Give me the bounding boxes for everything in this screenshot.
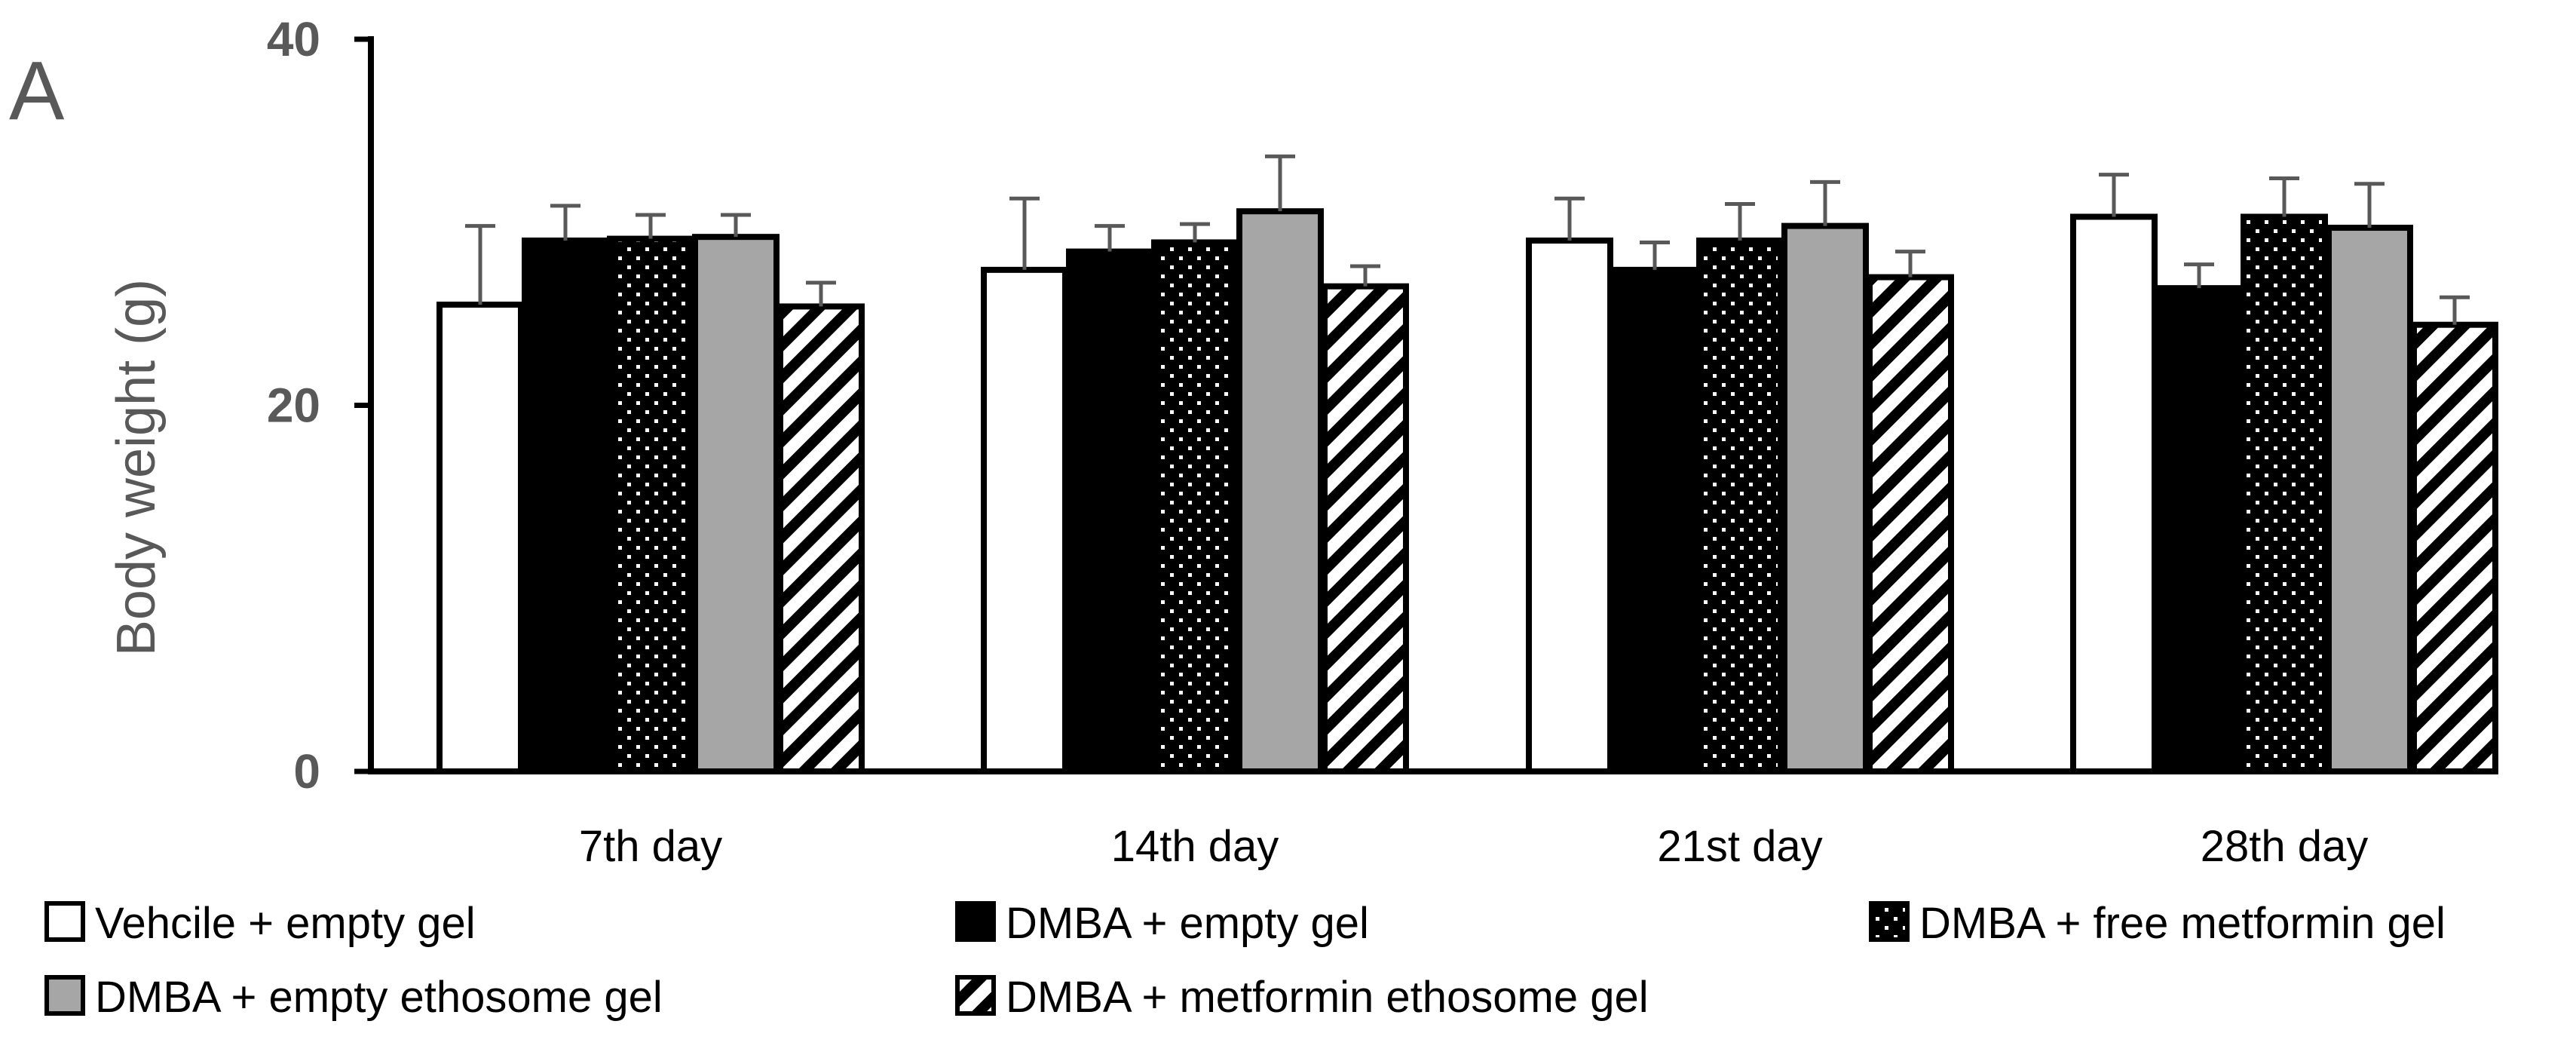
legend-label: DMBA + metformin ethosome gel: [1006, 973, 1649, 1022]
bar: [1611, 266, 1698, 774]
bar: [1781, 222, 1869, 775]
x-tick-label: 7th day: [579, 822, 722, 871]
bar: [2155, 285, 2243, 774]
bar: [1526, 238, 1613, 774]
legend-swatch: [1869, 901, 1910, 942]
legend: Vehcile + empty gel DMBA + empty gel DMBA …: [44, 899, 2446, 1022]
legend-label: DMBA + empty gel: [1006, 899, 1369, 948]
bar: [777, 303, 865, 775]
bar: [1696, 238, 1784, 774]
bar: [2326, 225, 2413, 775]
y-tick-label: 20: [267, 379, 320, 433]
legend-swatch: [955, 975, 996, 1016]
bars-layer: [436, 208, 2498, 775]
bar: [1066, 248, 1153, 774]
x-axis-labels: 7th day 14th day 21st day 28th day: [579, 822, 2368, 871]
bar: [1151, 239, 1239, 774]
bar: [1322, 283, 1409, 774]
bar: [692, 234, 780, 775]
legend-swatch: [44, 975, 85, 1016]
y-tick-label: 0: [293, 744, 320, 799]
bar: [2411, 321, 2498, 774]
bar: [522, 238, 609, 774]
bar: [2070, 213, 2158, 774]
legend-label: DMBA + empty ethosome gel: [95, 973, 663, 1022]
bar: [1867, 274, 1954, 774]
y-axis-title: Body weight (g): [106, 279, 167, 656]
legend-swatch: [44, 901, 85, 942]
y-axis-ticks: 0 20 40: [267, 12, 371, 799]
bar: [436, 301, 524, 774]
bar: [2241, 213, 2328, 774]
panel-label: A: [9, 44, 65, 137]
bar: [607, 235, 694, 775]
bar: [981, 266, 1068, 774]
x-tick-label: 28th day: [2201, 822, 2369, 871]
x-tick-label: 21st day: [1657, 822, 1822, 871]
y-tick-label: 40: [267, 12, 320, 66]
bar: [1236, 208, 1324, 774]
error-bars-layer: [465, 154, 2470, 325]
legend-label: Vehcile + empty gel: [95, 899, 476, 948]
x-tick-label: 14th day: [1111, 822, 1279, 871]
legend-swatch: [955, 901, 996, 942]
legend-label: DMBA + free metformin gel: [1919, 899, 2446, 948]
